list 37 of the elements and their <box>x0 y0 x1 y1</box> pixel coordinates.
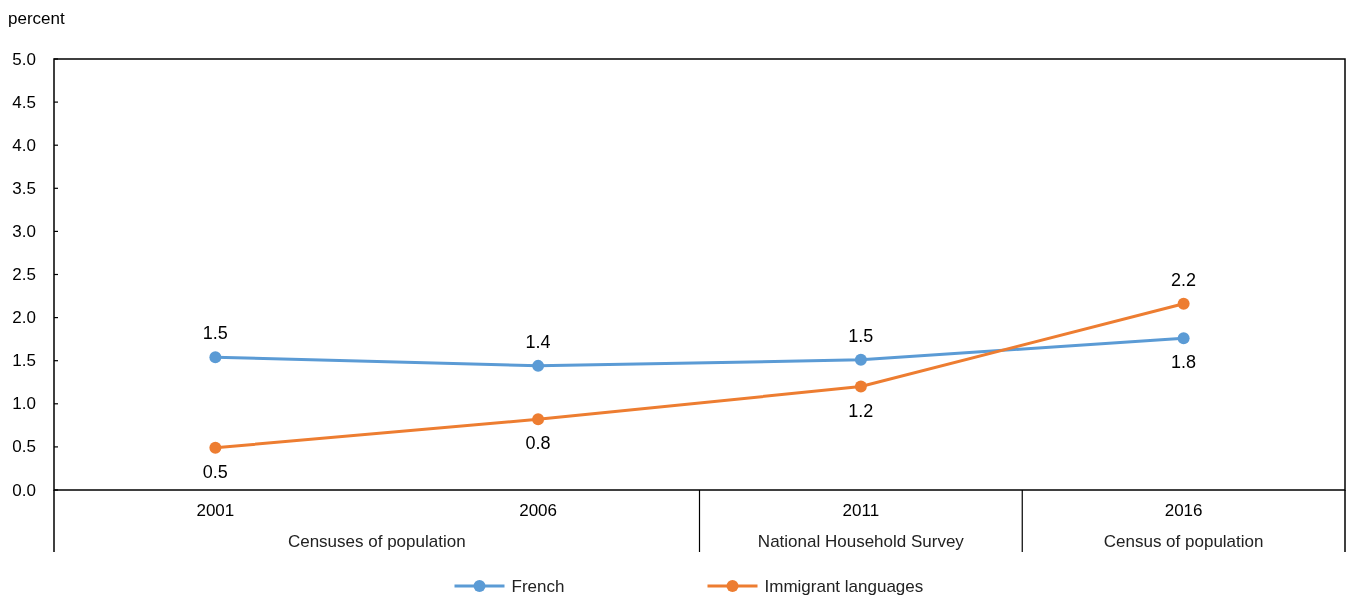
y-tick-label: 3.5 <box>12 178 36 198</box>
text: Census of population <box>1103 531 1264 551</box>
point <box>854 380 867 393</box>
y-tick-label: 3.0 <box>12 221 36 241</box>
x-tick-label: 2006 <box>519 500 558 520</box>
data-label: 1.8 <box>1171 352 1197 373</box>
point <box>532 413 545 426</box>
x-tick-label: 2016 <box>1164 500 1203 520</box>
y-tick-label: 1.5 <box>12 351 36 371</box>
data-label: 1.5 <box>848 325 874 346</box>
x-tick-label: 2011 <box>842 500 880 520</box>
y-tick-label: 2.5 <box>12 265 36 284</box>
text: National Household Survey <box>757 531 965 551</box>
point <box>209 441 222 454</box>
x-tick-label: 2001 <box>196 500 235 520</box>
y-tick-label: 0.0 <box>12 480 36 500</box>
data-label: 1.4 <box>525 331 551 352</box>
point <box>1177 297 1190 310</box>
legend-label: French <box>511 576 565 596</box>
y-tick-label: 0.5 <box>12 437 36 457</box>
point <box>209 351 222 364</box>
point <box>1177 332 1190 345</box>
y-tick-label: 5.0 <box>12 49 36 69</box>
data-label: 1.5 <box>202 323 228 344</box>
point <box>532 359 545 372</box>
data-label: 1.2 <box>848 400 874 421</box>
y-tick-label: 2.0 <box>12 308 36 328</box>
point <box>854 353 867 366</box>
text: Censuses of population <box>287 531 466 551</box>
data-label: 2.2 <box>1171 269 1197 290</box>
data-label: 0.8 <box>525 433 551 454</box>
y-tick-label: 4.0 <box>12 135 36 155</box>
y-axis-title: percent <box>8 8 65 28</box>
data-label: 0.5 <box>202 461 228 482</box>
y-tick-label: 1.0 <box>12 394 36 414</box>
y-tick-label: 4.5 <box>12 92 36 112</box>
legend-label: Immigrant languages <box>764 576 924 596</box>
